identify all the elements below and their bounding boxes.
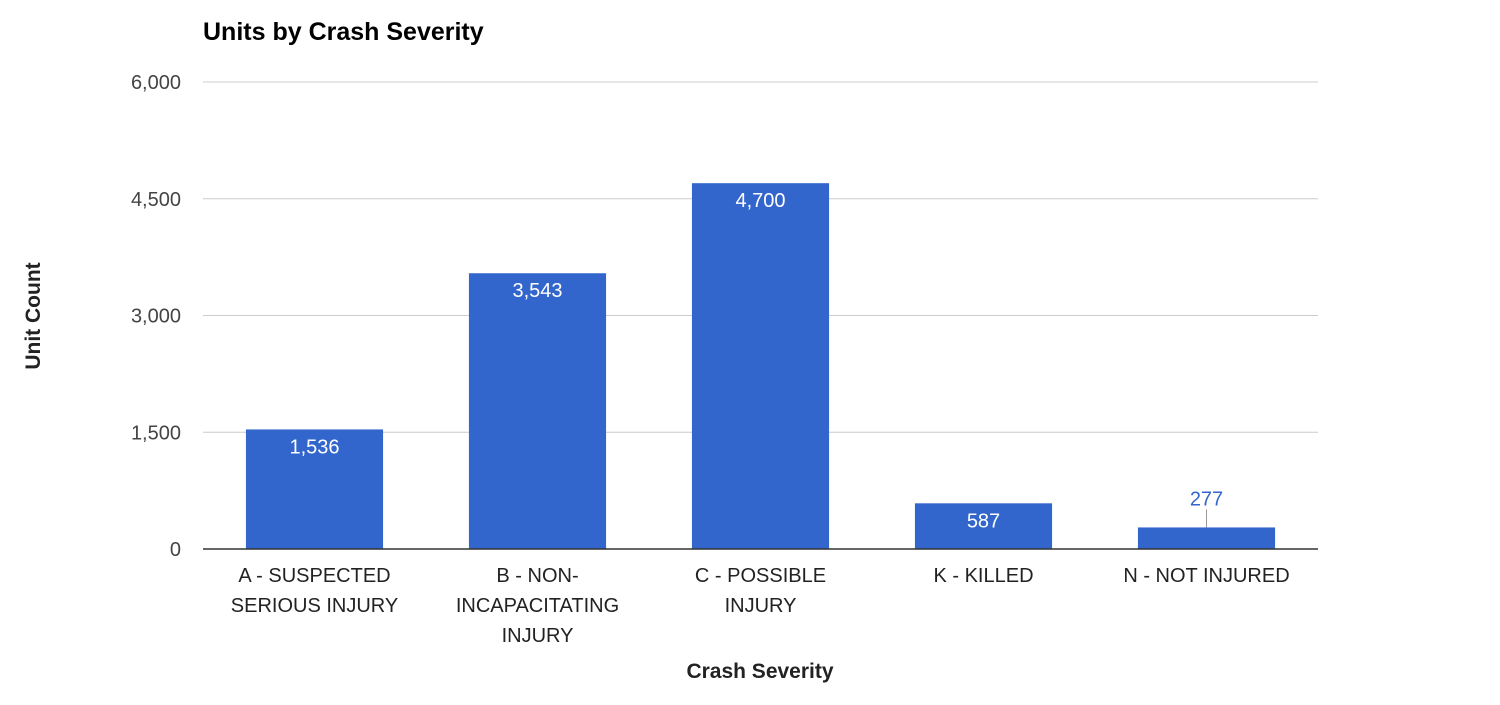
x-tick-label: SERIOUS INJURY [231, 595, 398, 617]
x-tick-label: INCAPACITATING [456, 595, 619, 617]
data-label: 3,543 [512, 280, 562, 302]
x-tick-label: A - SUSPECTED [238, 565, 390, 587]
data-labels: 1,536 3,543 4,700 587 277 [289, 190, 1223, 532]
bars [245, 183, 1276, 549]
x-tick-label: K - KILLED [933, 565, 1033, 587]
x-axis-title: Crash Severity [686, 660, 833, 683]
data-label: 277 [1190, 488, 1223, 510]
x-tick-label: INJURY [502, 625, 574, 647]
bar [1137, 527, 1276, 549]
y-tick-label: 6,000 [131, 72, 181, 94]
x-tick-label: N - NOT INJURED [1123, 565, 1289, 587]
y-tick-label: 0 [170, 539, 181, 561]
bar [245, 429, 384, 549]
y-tick-label: 1,500 [131, 422, 181, 444]
x-tick-label: C - POSSIBLE [695, 565, 826, 587]
bar [914, 503, 1053, 549]
bar [691, 183, 830, 549]
x-axis-categories: A - SUSPECTED SERIOUS INJURY B - NON- INCAP… [231, 565, 1290, 647]
data-label: 4,700 [735, 190, 785, 212]
data-label: 587 [967, 510, 1000, 532]
data-label: 1,536 [289, 436, 339, 458]
y-axis-ticks: 0 1,500 3,000 4,500 6,000 [131, 72, 181, 561]
y-axis-title: Unit Count [22, 262, 45, 369]
y-tick-label: 3,000 [131, 306, 181, 328]
x-tick-label: INJURY [725, 595, 797, 617]
bar [468, 273, 607, 549]
y-tick-label: 4,500 [131, 189, 181, 211]
chart-title: Units by Crash Severity [203, 18, 484, 46]
x-tick-label: B - NON- [496, 565, 578, 587]
